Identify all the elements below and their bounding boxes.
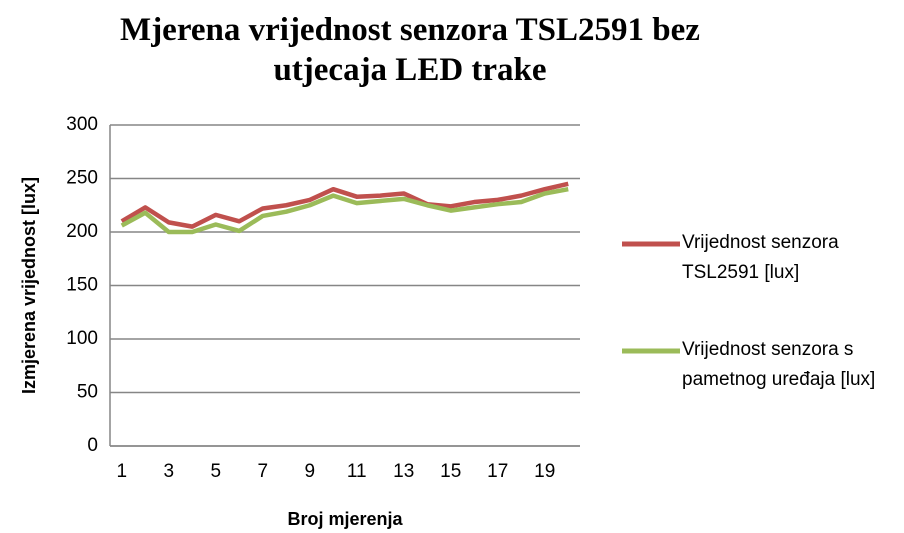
y-tick-label: 300	[66, 114, 98, 135]
x-tick-label: 17	[487, 461, 508, 482]
legend-label: Vrijednost senzora TSL2591 [lux]	[682, 232, 839, 283]
x-tick-label: 9	[304, 461, 315, 482]
series-line	[120, 186, 569, 235]
x-tick-label: 5	[210, 461, 221, 482]
x-axis-label: Broj mjerenja	[287, 509, 403, 529]
x-tick-label: 15	[440, 461, 461, 482]
series-line	[120, 181, 569, 229]
x-tick-label: 1	[116, 461, 127, 482]
y-tick-label: 100	[66, 328, 98, 349]
y-tick-label: 150	[66, 275, 98, 296]
y-tick-label: 200	[66, 221, 98, 242]
y-tick-label: 50	[77, 382, 98, 403]
y-tick-label: 250	[66, 168, 98, 189]
chart-title: Mjerena vrijednost senzora TSL2591 bez u…	[120, 12, 700, 88]
legend-label: Vrijednost senzora s pametnog uređaja [l…	[682, 339, 876, 390]
x-tick-label: 7	[257, 461, 268, 482]
x-tick-label: 19	[534, 461, 555, 482]
x-tick-label: 3	[163, 461, 174, 482]
x-tick-label: 11	[347, 461, 367, 482]
x-tick-label: 13	[393, 461, 414, 482]
y-tick-label: 0	[87, 435, 98, 456]
y-axis-label: Izmjerena vrijednost [lux]	[19, 177, 39, 394]
